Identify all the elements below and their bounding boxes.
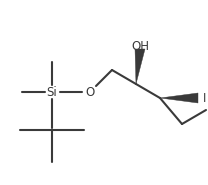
Text: O: O	[85, 85, 95, 98]
Polygon shape	[135, 49, 145, 84]
Text: OH: OH	[131, 40, 149, 53]
Polygon shape	[160, 93, 198, 103]
Text: I: I	[203, 92, 206, 105]
Text: Si: Si	[47, 85, 57, 98]
